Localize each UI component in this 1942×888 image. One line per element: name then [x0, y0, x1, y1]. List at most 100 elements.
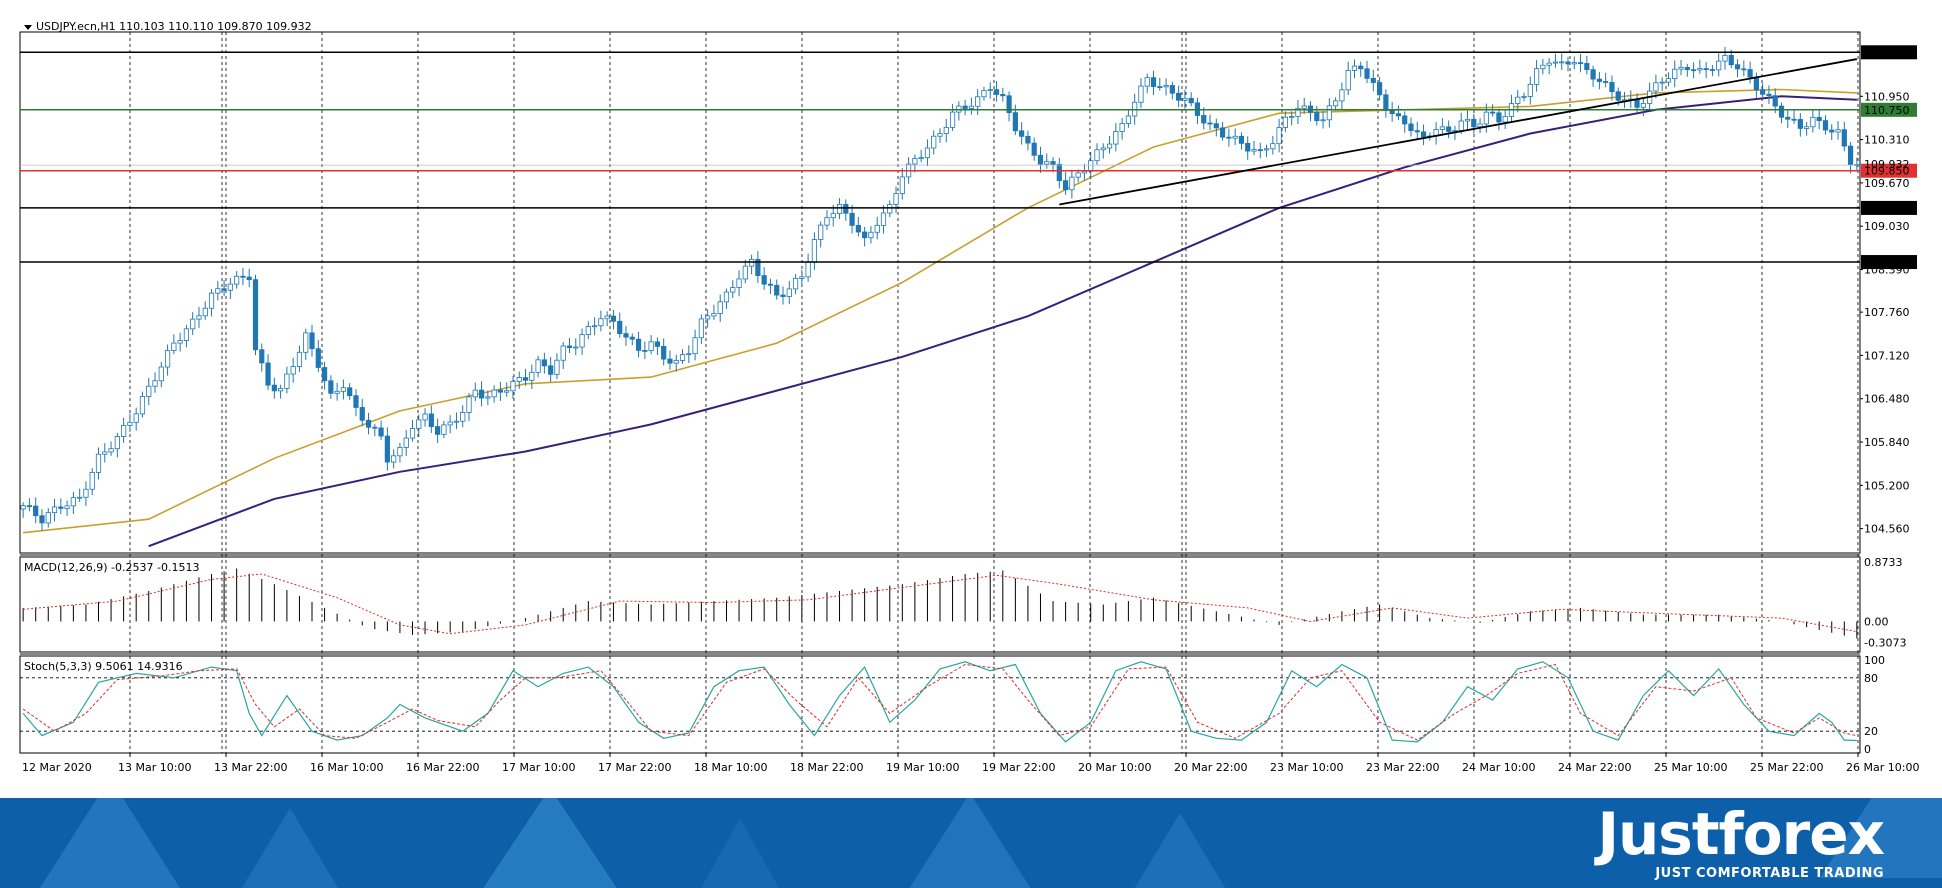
candle-body — [1546, 62, 1552, 66]
candle-body — [1012, 112, 1018, 132]
candle-body — [1716, 60, 1722, 71]
candle-body — [1785, 116, 1791, 120]
candle-body — [1458, 120, 1464, 131]
candle-body — [1464, 118, 1471, 122]
candle-body — [133, 413, 139, 423]
candle-body — [975, 96, 981, 107]
candle-body — [642, 350, 648, 352]
candle-body — [522, 377, 529, 381]
stoch-tick-label: 20 — [1864, 725, 1878, 738]
candle-body — [1358, 65, 1364, 70]
candle-body — [64, 505, 70, 509]
candle-body — [686, 353, 692, 356]
candle-body — [1213, 123, 1219, 129]
brand-banner — [0, 798, 1942, 888]
candle-body — [1640, 103, 1646, 108]
candle-body — [1176, 92, 1182, 101]
price-tick-label: 109.030 — [1864, 220, 1910, 233]
candle-body — [585, 326, 591, 335]
candle-body — [1615, 91, 1621, 101]
candle-body — [1835, 129, 1841, 133]
candle-body — [661, 346, 667, 360]
price-tick-label: 107.120 — [1864, 349, 1910, 362]
time-axis-label: 16 Mar 10:00 — [310, 761, 383, 774]
candle-body — [899, 176, 905, 194]
level-label: 110.750 — [1864, 104, 1910, 117]
candle-body — [598, 318, 604, 327]
candle-body — [1025, 135, 1031, 144]
time-axis-label: 19 Mar 22:00 — [982, 761, 1055, 774]
candle-body — [548, 365, 554, 375]
candle-body — [1571, 62, 1577, 65]
candle-body — [397, 447, 403, 457]
candle-body — [95, 453, 102, 473]
candle-body — [1169, 85, 1175, 94]
candle-body — [1559, 61, 1565, 64]
candle-body — [1778, 105, 1785, 118]
candle-body — [1163, 85, 1169, 88]
candle-body — [296, 351, 303, 367]
candle-body — [1232, 135, 1238, 139]
candle-body — [127, 421, 133, 426]
candle-body — [83, 488, 89, 498]
time-axis-label: 16 Mar 22:00 — [406, 761, 479, 774]
ma-fast-line — [23, 88, 1857, 534]
candle-body — [1314, 111, 1320, 122]
candle-body — [811, 239, 818, 263]
stoch-panel — [19, 655, 1861, 754]
candle-body — [566, 345, 573, 349]
candle-body — [1816, 116, 1822, 121]
candle-body — [1000, 94, 1006, 97]
dropdown-arrow-icon — [24, 25, 32, 30]
candle-body — [1395, 113, 1402, 117]
candle-body — [108, 448, 114, 453]
candle-body — [705, 315, 711, 320]
candle-body — [1841, 129, 1847, 147]
candle-body — [391, 455, 397, 463]
price-tick-label: 105.840 — [1864, 436, 1910, 449]
candle-body — [767, 283, 774, 286]
level-label: 109.850 — [1864, 165, 1910, 178]
candle-body — [1490, 111, 1496, 114]
candle-body — [1797, 119, 1803, 129]
candle-body — [121, 424, 127, 437]
candle-body — [893, 193, 899, 205]
candle-body — [1056, 164, 1062, 182]
price-tick-label: 107.760 — [1864, 306, 1910, 319]
candle-body — [780, 294, 786, 297]
candle-body — [1351, 65, 1358, 71]
candle-body — [818, 224, 824, 240]
candle-body — [1577, 62, 1584, 65]
candle-body — [77, 496, 83, 499]
candle-body — [1094, 149, 1100, 162]
candle-body — [1276, 127, 1282, 145]
candle-body — [240, 275, 246, 278]
candle-body — [1772, 95, 1778, 107]
candle-body — [1333, 100, 1339, 107]
candle-body — [1069, 176, 1075, 191]
candle-body — [1653, 82, 1659, 92]
candle-body — [1496, 112, 1502, 123]
price-tick-label: 109.670 — [1864, 177, 1910, 190]
candle-body — [1722, 55, 1728, 62]
candle-body — [353, 395, 359, 408]
candle-body — [171, 342, 177, 351]
candle-body — [89, 472, 95, 490]
candle-body — [887, 204, 893, 214]
macd-tick-label: 0.8733 — [1864, 556, 1903, 569]
candle-body — [447, 421, 453, 426]
candle-body — [152, 380, 158, 387]
candle-body — [1552, 61, 1559, 64]
candle-body — [1741, 68, 1747, 71]
time-axis-label: 25 Mar 22:00 — [1750, 761, 1823, 774]
candle-body — [949, 111, 956, 128]
candle-body — [1081, 170, 1088, 174]
candle-body — [1006, 95, 1012, 114]
candle-body — [1245, 142, 1251, 152]
candle-body — [347, 387, 353, 397]
candle-body — [1521, 95, 1527, 98]
candle-body — [541, 359, 547, 367]
price-panel — [19, 31, 1861, 554]
candle-body — [33, 505, 39, 517]
candle-body — [1584, 63, 1590, 71]
